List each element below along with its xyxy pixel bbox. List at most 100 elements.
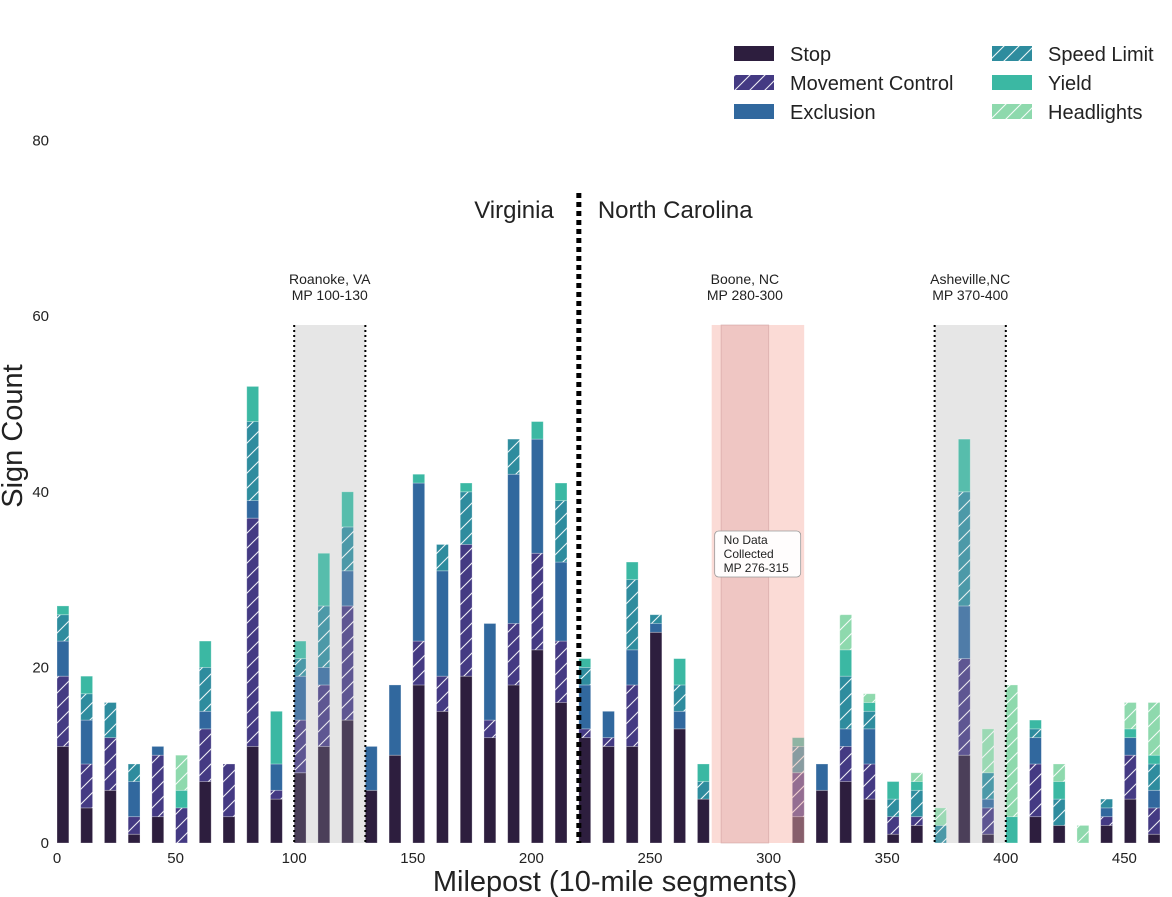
bar-hatch-5-360 [910,772,923,782]
bar-exclusion-40 [151,746,165,756]
region-sublabel-0: MP 100-130 [292,287,368,303]
bar-hatch-3-360 [910,790,923,817]
legend-swatch-exclusion [734,104,774,119]
bar-stop-170 [459,675,473,844]
bar-yield-210 [554,482,568,501]
bar-stop-0 [56,746,70,844]
x-axis: 0 50 100 150 200 250 300 350 400 450 [53,850,1137,867]
y-tick-label-20: 20 [32,659,49,676]
bar-stop-320 [815,789,829,844]
bar-stop-20 [104,789,117,844]
bar-stop-130 [364,789,378,844]
bar-hatch-1-240 [626,684,639,747]
bar-hatch-1-70 [223,763,235,817]
bar-exclusion-190 [507,473,520,624]
legend-swatch-stop [734,46,774,61]
bar-exclusion-0 [56,640,70,677]
bar-hatch-1-330 [839,746,852,782]
bar-hatch-3-390 [982,772,994,800]
bar-exclusion-140 [388,684,402,756]
y-tick-label-80: 80 [32,133,49,150]
y-tick-label-40: 40 [32,484,49,501]
legend-label-movement-control: Movement Control [790,73,953,95]
bar-hatch-1-310 [792,772,805,817]
bar-hatch-3-380 [958,491,971,606]
region-sublabel-1: MP 280-300 [707,287,783,303]
bar-stop-140 [388,754,402,844]
bar-hatch-3-120 [341,526,354,571]
bar-hatch-3-10 [80,693,93,721]
bar-hatch-1-360 [910,816,923,826]
x-tick-label-50: 50 [167,850,184,867]
bar-yield-420 [1052,781,1066,800]
bar-hatch-1-50 [175,807,188,843]
legend-swatch-hatch-speed-limit [992,46,1032,61]
bar-yield-270 [697,763,710,782]
bar-hatch-3-80 [246,421,259,501]
bar-exclusion-340 [863,728,876,765]
bar-stop-360 [910,825,924,844]
bar-yield-410 [1029,719,1042,730]
bar-stop-350 [886,833,900,844]
bar-exclusion-180 [483,623,497,721]
bar-yield-10 [80,675,93,695]
bar-hatch-1-100 [294,720,307,773]
legend-swatch-hatch-movement-control [734,75,774,90]
legend-swatch-hatch-headlights [992,104,1032,119]
x-axis-label: Milepost (10-mile segments) [433,866,797,897]
bar-stop-40 [151,816,165,844]
x-tick-label-150: 150 [400,850,425,867]
bar-stop-340 [863,798,876,844]
bar-exclusion-210 [554,561,568,642]
bar-exclusion-160 [436,570,449,677]
region-sublabel-2: MP 370-400 [932,287,1008,303]
x-tick-label-400: 400 [993,850,1018,867]
bar-yield-330 [839,649,853,677]
bar-hatch-3-110 [317,605,330,668]
no-data-text-0: No Data [724,533,768,547]
bar-hatch-1-450 [1124,755,1137,800]
bar-stop-270 [697,798,710,844]
bar-hatch-1-20 [104,737,117,791]
bar-hatch-1-460 [1148,807,1160,835]
bar-hatch-3-100 [294,658,307,677]
bar-exclusion-60 [198,710,212,730]
bar-stop-60 [198,781,212,844]
bar-stop-10 [80,807,93,844]
state-label-right: North Carolina [598,197,753,224]
bar-hatch-1-410 [1029,763,1042,817]
bar-hatch-5-430 [1076,825,1089,843]
bar-exclusion-90 [270,763,283,791]
bar-hatch-3-0 [57,614,69,642]
bar-exclusion-330 [839,728,853,747]
region-label-0: Roanoke, VA [289,271,371,287]
legend-label-speed-limit: Speed Limit [1048,44,1154,66]
bar-hatch-1-440 [1100,816,1113,826]
bar-yield-60 [198,640,212,668]
bar-stop-440 [1100,825,1113,844]
bar-hatch-3-190 [507,439,520,475]
bar-yield-90 [270,710,283,765]
bar-exclusion-10 [80,719,93,765]
x-tick-label-100: 100 [282,850,307,867]
x-tick-label-350: 350 [875,850,900,867]
bar-hatch-3-330 [839,676,852,729]
bar-yield-260 [673,658,686,686]
no-data-text-1: Collected [724,547,774,561]
bar-yield-170 [459,482,473,493]
bar-yield-200 [531,421,544,440]
bar-exclusion-200 [531,438,544,554]
region-overlay-2 [934,324,1006,844]
bar-hatch-1-120 [341,605,354,721]
bar-stop-90 [270,798,283,844]
bar-hatch-1-230 [602,737,615,747]
bar-stop-420 [1052,825,1066,844]
legend-swatch-yield [992,75,1032,90]
bar-hatch-1-40 [151,755,164,817]
bar-yield-0 [56,605,70,616]
bar-hatch-1-350 [887,816,900,835]
bar-exclusion-80 [246,500,260,519]
bar-exclusion-240 [625,649,639,686]
y-tick-label-0: 0 [41,835,49,852]
